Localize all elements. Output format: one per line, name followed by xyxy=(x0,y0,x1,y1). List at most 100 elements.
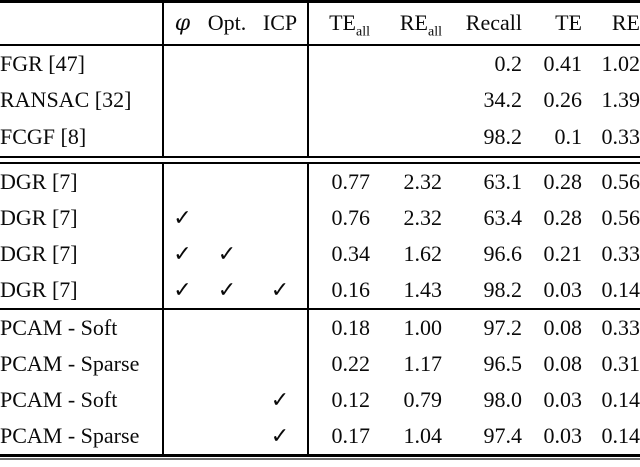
value-cell: 0.03 xyxy=(543,386,583,412)
value-cell xyxy=(307,44,370,82)
empty-check-cell xyxy=(162,417,201,454)
value-cell: 0.22 xyxy=(307,345,370,382)
empty-check-cell xyxy=(253,236,308,272)
bottom-rule xyxy=(0,453,640,460)
value-cell: 0.17 xyxy=(307,417,370,454)
empty-check-cell xyxy=(162,81,201,119)
value-cell: 2.32 xyxy=(403,204,443,230)
empty-check-cell xyxy=(253,45,308,82)
phi-symbol: φ xyxy=(174,11,191,37)
table-row: FGR [47] 0.2 0.41 1.02 xyxy=(0,44,640,82)
method-cell: DGR [7] xyxy=(0,240,78,266)
checkmark-icon: ✓ xyxy=(270,422,290,448)
value-cell: 0.03 xyxy=(543,422,583,448)
header-re: RE xyxy=(582,1,640,46)
empty-check-cell xyxy=(201,346,253,382)
method-cell: PCAM - Soft xyxy=(0,386,118,412)
empty-check-cell xyxy=(162,163,201,200)
value-cell: 98.0 xyxy=(483,386,523,412)
checkmark-icon: ✓ xyxy=(253,382,308,418)
header-recall: Recall xyxy=(442,1,522,46)
header-te: TE xyxy=(522,1,582,46)
value-cell: 0.14 xyxy=(601,386,640,412)
table-row: RANSAC [32] 34.2 0.26 1.39 xyxy=(0,81,640,119)
method-cell: RANSAC [32] xyxy=(0,87,132,112)
checkmark-icon: ✓ xyxy=(253,418,308,454)
value-cell: 0.08 xyxy=(543,350,583,376)
table-row: DGR [7] ✓ ✓ ✓ 0.16 1.43 98.2 0.03 0.14 xyxy=(0,271,640,308)
checkmark-icon: ✓ xyxy=(162,271,201,308)
checkmark-icon: ✓ xyxy=(162,235,201,272)
checkmark-icon: ✓ xyxy=(217,276,237,302)
value-cell: 0.77 xyxy=(307,163,370,200)
value-cell: 1.04 xyxy=(403,422,443,448)
empty-check-cell xyxy=(162,44,201,82)
value-cell xyxy=(370,45,442,82)
empty-check-cell xyxy=(162,345,201,382)
rule-line xyxy=(0,453,640,460)
checkmark-icon: ✓ xyxy=(201,236,253,272)
value-cell: 63.4 xyxy=(483,204,523,230)
single-rule xyxy=(0,307,640,310)
value-cell: 1.39 xyxy=(601,87,640,112)
method-cell: PCAM - Soft xyxy=(0,314,118,340)
value-cell: 2.32 xyxy=(403,168,443,194)
value-cell: 0.28 xyxy=(543,204,583,230)
value-cell: 1.43 xyxy=(403,276,443,302)
method-cell: FGR [47] xyxy=(0,50,85,76)
value-cell: 0.2 xyxy=(494,50,523,76)
empty-check-cell xyxy=(201,45,253,82)
value-cell xyxy=(370,82,442,119)
header-re-all: REall xyxy=(370,1,442,46)
checkmark-icon: ✓ xyxy=(173,240,192,266)
table-row: DGR [7] 0.77 2.32 63.1 0.28 0.56 xyxy=(0,163,640,200)
value-cell: 96.6 xyxy=(483,240,523,266)
value-cell: 0.28 xyxy=(543,168,583,194)
table-row: DGR [7] ✓ 0.76 2.32 63.4 0.28 0.56 xyxy=(0,199,640,236)
value-cell: 34.2 xyxy=(483,87,523,112)
value-cell: 0.41 xyxy=(543,50,583,76)
value-cell xyxy=(307,81,370,119)
empty-check-cell xyxy=(253,82,308,119)
header-method xyxy=(0,1,163,46)
table-row: PCAM - Sparse 0.22 1.17 96.5 0.08 0.31 xyxy=(0,345,640,382)
value-cell: 0.79 xyxy=(403,386,443,412)
value-cell xyxy=(307,118,370,156)
value-cell: 0.21 xyxy=(543,240,583,266)
value-cell: 0.31 xyxy=(601,350,640,376)
empty-check-cell xyxy=(201,418,253,454)
method-cell: PCAM - Sparse xyxy=(0,350,140,376)
checkmark-icon: ✓ xyxy=(162,199,201,236)
value-cell: 96.5 xyxy=(483,350,523,376)
value-cell: 0.18 xyxy=(307,309,370,346)
checkmark-icon: ✓ xyxy=(217,240,237,266)
empty-check-cell xyxy=(201,310,253,346)
table-body: FGR [47] 0.2 0.41 1.02 RANSAC [32] 34.2 0.26 1.… xyxy=(0,44,640,460)
checkmark-icon: ✓ xyxy=(201,272,253,308)
empty-check-cell xyxy=(253,310,308,346)
table-row: PCAM - Soft 0.18 1.00 97.2 0.08 0.33 xyxy=(0,309,640,346)
header-row: φ Opt. ICP TEall REall Recall TE RE xyxy=(0,1,640,46)
table-row: PCAM - Soft ✓ 0.12 0.79 98.0 0.03 0.14 xyxy=(0,381,640,418)
value-cell: 0.26 xyxy=(543,87,583,112)
empty-check-cell xyxy=(253,346,308,382)
method-cell: DGR [7] xyxy=(0,276,78,302)
method-cell: DGR [7] xyxy=(0,204,78,230)
checkmark-icon: ✓ xyxy=(270,276,290,302)
value-cell: 0.33 xyxy=(601,124,640,149)
value-cell: 0.08 xyxy=(543,314,583,340)
value-cell: 0.03 xyxy=(543,276,583,302)
checkmark-icon: ✓ xyxy=(270,386,290,412)
value-cell: 1.02 xyxy=(601,50,640,76)
method-cell: PCAM - Sparse xyxy=(0,422,140,448)
table-row: PCAM - Sparse ✓ 0.17 1.04 97.4 0.03 0.14 xyxy=(0,417,640,454)
empty-check-cell xyxy=(253,119,308,156)
value-cell: 0.34 xyxy=(307,235,370,272)
value-cell: 97.2 xyxy=(483,314,523,340)
value-cell: 98.2 xyxy=(483,276,523,302)
value-cell: 0.76 xyxy=(307,199,370,236)
value-cell: 0.1 xyxy=(554,124,583,149)
value-cell: 98.2 xyxy=(483,124,523,149)
